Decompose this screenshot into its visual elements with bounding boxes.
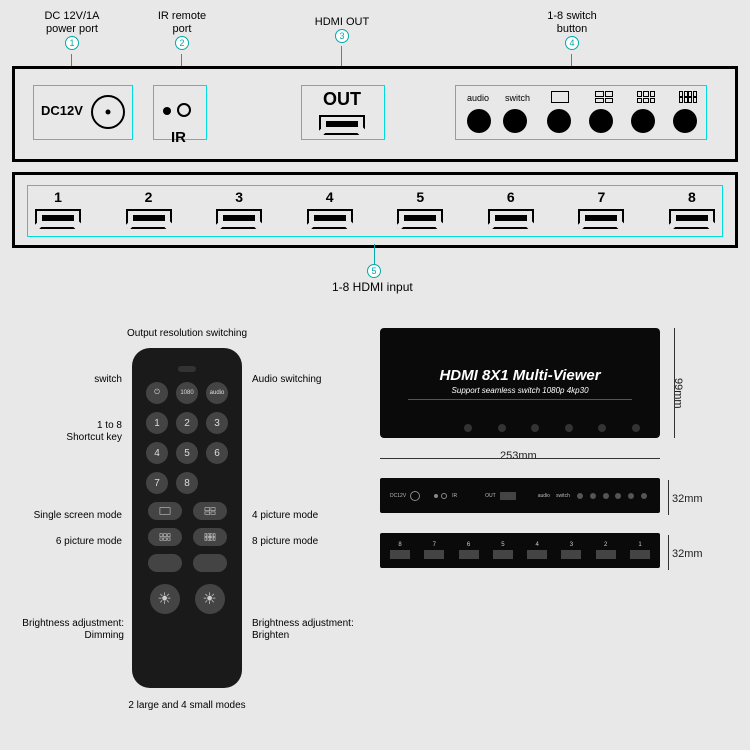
- remote-num-5[interactable]: 5: [176, 442, 198, 464]
- r-lbl-bright: Brightness adjustment: Brighten: [252, 618, 354, 642]
- mode-4-icon: [595, 91, 613, 103]
- r-lbl-six: 6 picture mode: [12, 536, 122, 548]
- strip-ir: IR: [452, 493, 457, 499]
- remote-dim-btn[interactable]: ☀: [150, 584, 180, 614]
- device-renders: HDMI 8X1 Multi-Viewer Support seamless s…: [380, 328, 738, 718]
- device-back-strip: DC12V IR OUT audio switch: [380, 478, 660, 513]
- hdmi-input-3: 3: [216, 189, 262, 229]
- mode-1-button[interactable]: [547, 109, 571, 133]
- dim-strip2: 32mm: [672, 548, 703, 560]
- out-label: OUT: [323, 89, 361, 110]
- r-lbl-eight: 8 picture mode: [252, 536, 318, 548]
- callout-out-label: HDMI OUT3: [302, 16, 382, 43]
- btn-switch-label: switch: [505, 93, 530, 103]
- device-top-view: HDMI 8X1 Multi-Viewer Support seamless s…: [380, 328, 660, 438]
- callout-ir-label: IR remote port2: [147, 10, 217, 51]
- ir-dot-icon: [163, 107, 171, 115]
- r-lbl-audio: Audio switching: [252, 374, 321, 386]
- r-lbl-four: 4 picture mode: [252, 510, 318, 522]
- hdmi-input-1: 1: [35, 189, 81, 229]
- r-lbl-shortcut: 1 to 8 Shortcut key: [12, 420, 122, 444]
- remote-mode-6[interactable]: [148, 528, 182, 546]
- remote-switch-btn[interactable]: ⏻: [146, 382, 168, 404]
- remote-diagram: ⏻ 1080 audio 123 456 78 ☀: [12, 328, 360, 718]
- hdmi-input-5: 5: [397, 189, 443, 229]
- mode-8-button[interactable]: [673, 109, 697, 133]
- dc-label: DC12V: [41, 103, 83, 118]
- mode-6-button[interactable]: [631, 109, 655, 133]
- remote-bright-btn[interactable]: ☀: [195, 584, 225, 614]
- top-callout-row: DC 12V/1A power port1 IR remote port2 HD…: [12, 10, 738, 66]
- remote-num-4[interactable]: 4: [146, 442, 168, 464]
- hdmi-input-2: 2: [126, 189, 172, 229]
- remote-num-6[interactable]: 6: [206, 442, 228, 464]
- remote-audio-btn[interactable]: audio: [206, 382, 228, 404]
- remote-num-8[interactable]: 8: [176, 472, 198, 494]
- panel-back: DC12V IR OUT audio switch: [12, 66, 738, 162]
- strip-audio: audio: [538, 493, 550, 499]
- callout-5-label: 1-8 HDMI input: [332, 280, 413, 294]
- hdmi-input-6: 6: [488, 189, 534, 229]
- button-row: [467, 109, 697, 133]
- hdmi-out-port-icon: [319, 115, 365, 135]
- strip-switch: switch: [556, 493, 570, 499]
- hdmi-input-7: 7: [578, 189, 624, 229]
- ir-circle-icon: [177, 103, 191, 117]
- remote-num-2[interactable]: 2: [176, 412, 198, 434]
- hdmi-input-4: 4: [307, 189, 353, 229]
- remote-num-3[interactable]: 3: [206, 412, 228, 434]
- remote-num-7[interactable]: 7: [146, 472, 168, 494]
- dc-port-icon: [91, 95, 125, 129]
- r-lbl-switch: switch: [12, 374, 122, 386]
- remote-num-grid: 123 456 78: [142, 412, 232, 494]
- r-lbl-bottom: 2 large and 4 small modes: [122, 700, 252, 712]
- callout-sw-label: 1-8 switch button4: [532, 10, 612, 51]
- r-lbl-dim: Brightness adjustment: Dimming: [12, 618, 124, 642]
- remote-mode-2-4b[interactable]: [193, 554, 227, 572]
- switch-button[interactable]: [503, 109, 527, 133]
- strip-out: OUT: [485, 493, 496, 499]
- callout-5-num: 5: [367, 264, 381, 278]
- remote-num-1[interactable]: 1: [146, 412, 168, 434]
- remote-mode-8[interactable]: [193, 528, 227, 546]
- dim-strip1: 32mm: [672, 493, 703, 505]
- callout-dc-label: DC 12V/1A power port1: [32, 10, 112, 51]
- hdmi-input-8: 8: [669, 189, 715, 229]
- btn-audio-label: audio: [467, 93, 489, 103]
- remote-mode-single[interactable]: [148, 502, 182, 520]
- mode-6-icon: [637, 91, 655, 103]
- mode-4-button[interactable]: [589, 109, 613, 133]
- mode-8-icon: [679, 91, 697, 103]
- audio-button[interactable]: [467, 109, 491, 133]
- r-lbl-single: Single screen mode: [12, 510, 122, 522]
- ir-label: IR: [171, 129, 186, 146]
- r-lbl-res: Output resolution switching: [117, 328, 257, 340]
- remote-res-btn[interactable]: 1080: [176, 382, 198, 404]
- mode-1-icon: [551, 91, 569, 103]
- device-subtitle: Support seamless switch 1080p 4kp30: [452, 386, 589, 395]
- panel-front: 1 2 3 4 5 6 7 8: [12, 172, 738, 248]
- strip-dc: DC12V: [390, 493, 406, 499]
- dim-width: 253mm: [500, 450, 537, 462]
- device-title: HDMI 8X1 Multi-Viewer: [439, 367, 600, 384]
- callout-5-area: 5 1-8 HDMI input: [12, 258, 738, 288]
- remote-mode-2-4a[interactable]: [148, 554, 182, 572]
- remote-body: ⏻ 1080 audio 123 456 78 ☀: [132, 348, 242, 688]
- device-front-strip: 87654321: [380, 533, 660, 568]
- remote-mode-4[interactable]: [193, 502, 227, 520]
- hdmi-input-row: 1 2 3 4 5 6 7 8: [35, 189, 715, 229]
